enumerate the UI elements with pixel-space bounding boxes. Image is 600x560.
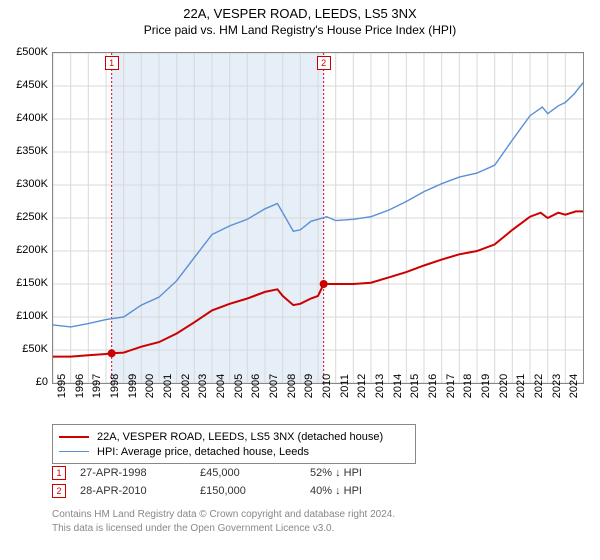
transaction-row: 1 27-APR-1998£45,00052% ↓ HPI	[52, 464, 430, 482]
x-tick-label: 2006	[250, 374, 262, 398]
x-tick-label: 2013	[374, 374, 386, 398]
y-tick-label: £250K	[16, 211, 48, 223]
plot-svg	[53, 53, 583, 383]
x-tick-label: 2005	[233, 374, 245, 398]
y-tick-label: £450K	[16, 79, 48, 91]
footer-line2: This data is licensed under the Open Gov…	[52, 522, 395, 536]
transaction-marker: 2	[317, 56, 331, 70]
transaction-row: 2 28-APR-2010£150,00040% ↓ HPI	[52, 482, 430, 500]
x-tick-label: 2003	[197, 374, 209, 398]
x-tick-label: 1997	[91, 374, 103, 398]
legend: 22A, VESPER ROAD, LEEDS, LS5 3NX (detach…	[52, 424, 416, 464]
footer-line1: Contains HM Land Registry data © Crown c…	[52, 508, 395, 522]
y-tick-label: £150K	[16, 277, 48, 289]
x-tick-label: 2004	[215, 374, 227, 398]
transaction-price: £45,000	[200, 467, 310, 479]
plot-area	[52, 52, 584, 384]
x-tick-label: 2015	[409, 374, 421, 398]
y-tick-label: £50K	[22, 343, 48, 355]
x-tick-label: 2012	[356, 374, 368, 398]
transaction-date: 27-APR-1998	[80, 467, 200, 479]
transaction-marker-icon: 2	[52, 484, 66, 498]
x-tick-label: 1996	[74, 374, 86, 398]
x-tick-label: 1995	[56, 374, 68, 398]
legend-label: HPI: Average price, detached house, Leed…	[97, 446, 309, 458]
footer-attribution: Contains HM Land Registry data © Crown c…	[52, 508, 395, 535]
x-tick-label: 2022	[533, 374, 545, 398]
transaction-date: 28-APR-2010	[80, 485, 200, 497]
x-tick-label: 1998	[109, 374, 121, 398]
legend-row: HPI: Average price, detached house, Leed…	[59, 444, 409, 459]
chart-title: 22A, VESPER ROAD, LEEDS, LS5 3NX	[0, 6, 600, 21]
transaction-pct: 52% ↓ HPI	[310, 467, 430, 479]
x-tick-label: 2021	[515, 374, 527, 398]
x-tick-label: 1999	[127, 374, 139, 398]
y-tick-label: £100K	[16, 310, 48, 322]
y-tick-label: £400K	[16, 112, 48, 124]
x-tick-label: 2010	[321, 374, 333, 398]
x-tick-label: 2009	[303, 374, 315, 398]
transaction-marker: 1	[105, 56, 119, 70]
x-tick-label: 2019	[480, 374, 492, 398]
y-tick-label: £0	[36, 376, 48, 388]
x-tick-label: 2000	[144, 374, 156, 398]
x-tick-label: 2008	[286, 374, 298, 398]
legend-label: 22A, VESPER ROAD, LEEDS, LS5 3NX (detach…	[97, 431, 383, 443]
x-tick-label: 2007	[268, 374, 280, 398]
chart-subtitle: Price paid vs. HM Land Registry's House …	[0, 23, 600, 37]
transaction-marker-icon: 1	[52, 466, 66, 480]
legend-row: 22A, VESPER ROAD, LEEDS, LS5 3NX (detach…	[59, 429, 409, 444]
y-tick-label: £300K	[16, 178, 48, 190]
transaction-pct: 40% ↓ HPI	[310, 485, 430, 497]
x-tick-label: 2011	[339, 374, 351, 398]
x-tick-label: 2014	[392, 374, 404, 398]
x-tick-label: 2002	[180, 374, 192, 398]
x-tick-label: 2020	[498, 374, 510, 398]
x-tick-label: 2017	[445, 374, 457, 398]
x-tick-label: 2016	[427, 374, 439, 398]
legend-swatch	[59, 436, 89, 438]
x-tick-label: 2001	[162, 374, 174, 398]
legend-swatch	[59, 451, 89, 452]
x-tick-label: 2018	[462, 374, 474, 398]
transactions-table: 1 27-APR-1998£45,00052% ↓ HPI 2 28-APR-2010…	[52, 464, 430, 500]
x-tick-label: 2023	[551, 374, 563, 398]
y-tick-label: £500K	[16, 46, 48, 58]
x-tick-label: 2024	[568, 374, 580, 398]
y-tick-label: £200K	[16, 244, 48, 256]
transaction-price: £150,000	[200, 485, 310, 497]
y-tick-label: £350K	[16, 145, 48, 157]
